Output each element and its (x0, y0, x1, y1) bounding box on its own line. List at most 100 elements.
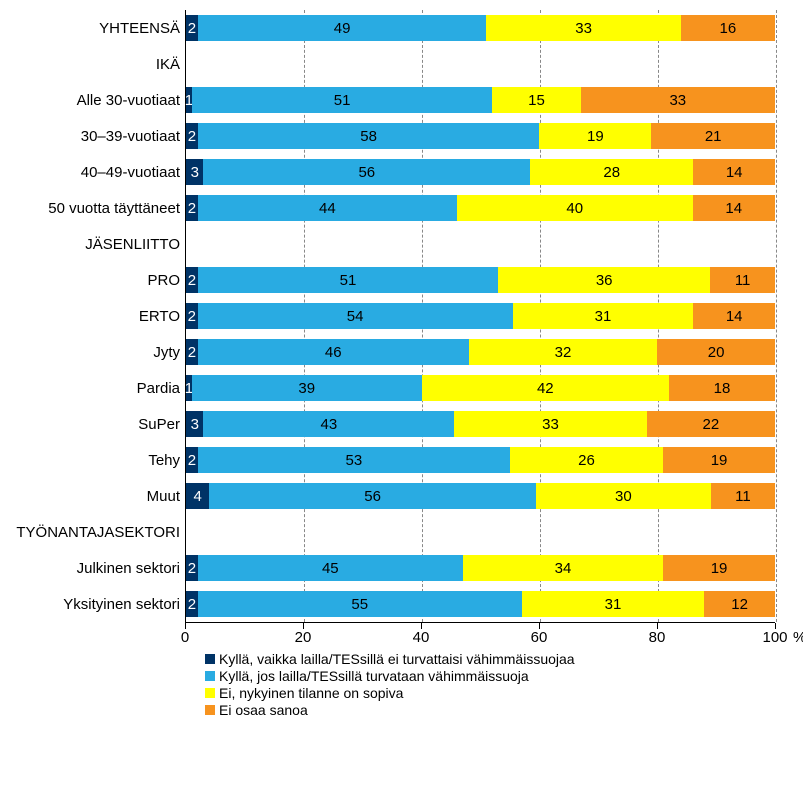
bar-segment: 33 (581, 87, 775, 113)
bar-value: 28 (603, 164, 620, 181)
bar-segment: 11 (710, 267, 775, 293)
bar-row: 2453419 (186, 555, 775, 581)
bar-value: 42 (537, 380, 554, 397)
bar-value: 2 (188, 20, 196, 37)
x-tick-label: 80 (649, 629, 666, 646)
legend-item: Ei, nykyinen tilanne on sopiva (205, 684, 775, 701)
bar-value: 2 (188, 200, 196, 217)
row-label: PRO (10, 272, 185, 289)
bar-value: 40 (566, 200, 583, 217)
x-tick-label: 100 (762, 629, 787, 646)
row-label: YHTEENSÄ (10, 20, 185, 37)
bar-segment: 49 (198, 15, 487, 41)
bar-segment: 30 (536, 483, 711, 509)
plot-area: 2493316151153325819213562814244401425136… (185, 10, 775, 622)
bar-value: 44 (319, 200, 336, 217)
legend-swatch (205, 654, 215, 664)
bar-segment: 26 (510, 447, 663, 473)
bar-segment: 56 (209, 483, 536, 509)
row-label: Tehy (10, 452, 185, 469)
bar-segment: 12 (704, 591, 775, 617)
bar-value: 33 (669, 92, 686, 109)
bar-value: 30 (615, 488, 632, 505)
bar-value: 2 (188, 344, 196, 361)
bar-segment: 19 (663, 447, 775, 473)
bar-segment: 19 (539, 123, 651, 149)
bar-segment: 14 (693, 303, 775, 329)
bar-segment: 33 (486, 15, 680, 41)
legend-label: Kyllä, vaikka lailla/TESsillä ei turvatt… (219, 651, 575, 667)
bar-row: 3433322 (186, 411, 775, 437)
row-label: 40–49-vuotiaat (10, 164, 185, 181)
bar-value: 22 (703, 416, 720, 433)
bar-segment: 2 (186, 267, 198, 293)
bar-value: 3 (191, 416, 199, 433)
x-tick-label: 0 (181, 629, 189, 646)
bar-value: 4 (193, 488, 201, 505)
bar-value: 56 (364, 488, 381, 505)
bar-row: 2513611 (186, 267, 775, 293)
bar-value: 32 (555, 344, 572, 361)
bar-segment: 2 (186, 303, 198, 329)
row-label: JÄSENLIITTO (10, 236, 185, 253)
bar-segment: 44 (198, 195, 457, 221)
bar-value: 21 (705, 128, 722, 145)
bar-segment: 40 (457, 195, 693, 221)
bar-segment: 53 (198, 447, 510, 473)
legend-swatch (205, 705, 215, 715)
bar-segment: 55 (198, 591, 522, 617)
bar-row: 2581921 (186, 123, 775, 149)
bar-row: 2463220 (186, 339, 775, 365)
stacked-bar-chart: YHTEENSÄIKÄAlle 30-vuotiaat30–39-vuotiaa… (10, 10, 793, 787)
bars-column: 2493316151153325819213562814244401425136… (185, 10, 775, 700)
bar-segment: 28 (530, 159, 693, 185)
bar-segment: 54 (198, 303, 513, 329)
bar-segment: 46 (198, 339, 469, 365)
bar-segment: 32 (469, 339, 657, 365)
bar-segment: 15 (492, 87, 580, 113)
legend-item: Ei osaa sanoa (205, 701, 775, 718)
bar-row: 2 49 3316 (186, 15, 775, 41)
bar-value: 49 (334, 20, 351, 37)
bar-segment: 14 (693, 195, 775, 221)
bar-value: 56 (358, 164, 375, 181)
row-label: 30–39-vuotiaat (10, 128, 185, 145)
bar-value: 2 (188, 452, 196, 469)
bar-value: 2 (188, 272, 196, 289)
bar-value: 53 (346, 452, 363, 469)
bar-value: 18 (714, 380, 731, 397)
x-tick-label: 60 (531, 629, 548, 646)
bar-value: 55 (351, 596, 368, 613)
bar-value: 14 (725, 200, 742, 217)
bar-segment: 18 (669, 375, 775, 401)
legend-label: Kyllä, jos lailla/TESsillä turvataan väh… (219, 668, 529, 684)
bar-segment: 51 (192, 87, 492, 113)
bar-row: 1511533 (186, 87, 775, 113)
bar-segment: 19 (663, 555, 775, 581)
row-label: Pardia (10, 380, 185, 397)
bar-segment: 36 (498, 267, 710, 293)
legend: Kyllä, vaikka lailla/TESsillä ei turvatt… (205, 650, 775, 718)
bar-row: 4563011 (186, 483, 775, 509)
row-label: SuPer (10, 416, 185, 433)
legend-item: Kyllä, vaikka lailla/TESsillä ei turvatt… (205, 650, 775, 667)
bar-row: 2 44 40 14 (186, 195, 775, 221)
bar-segment: 34 (463, 555, 663, 581)
legend-item: Kyllä, jos lailla/TESsillä turvataan väh… (205, 667, 775, 684)
bar-segment: 14 (693, 159, 775, 185)
bar-segment: 2 (186, 555, 198, 581)
bar-value: 2 (188, 560, 196, 577)
bar-value: 2 (188, 308, 196, 325)
legend-swatch (205, 671, 215, 681)
bar-segment: 42 (422, 375, 669, 401)
bar-value: 54 (347, 308, 364, 325)
bar-row: 2543114 (186, 303, 775, 329)
bar-value: 43 (321, 416, 338, 433)
legend-label: Ei, nykyinen tilanne on sopiva (219, 685, 403, 701)
bar-value: 11 (735, 272, 751, 289)
bar-segment: 16 (681, 15, 775, 41)
x-axis: 020406080100% (185, 622, 775, 623)
bar-row: 1394218 (186, 375, 775, 401)
bar-segment: 45 (198, 555, 463, 581)
bar-value: 3 (191, 164, 199, 181)
